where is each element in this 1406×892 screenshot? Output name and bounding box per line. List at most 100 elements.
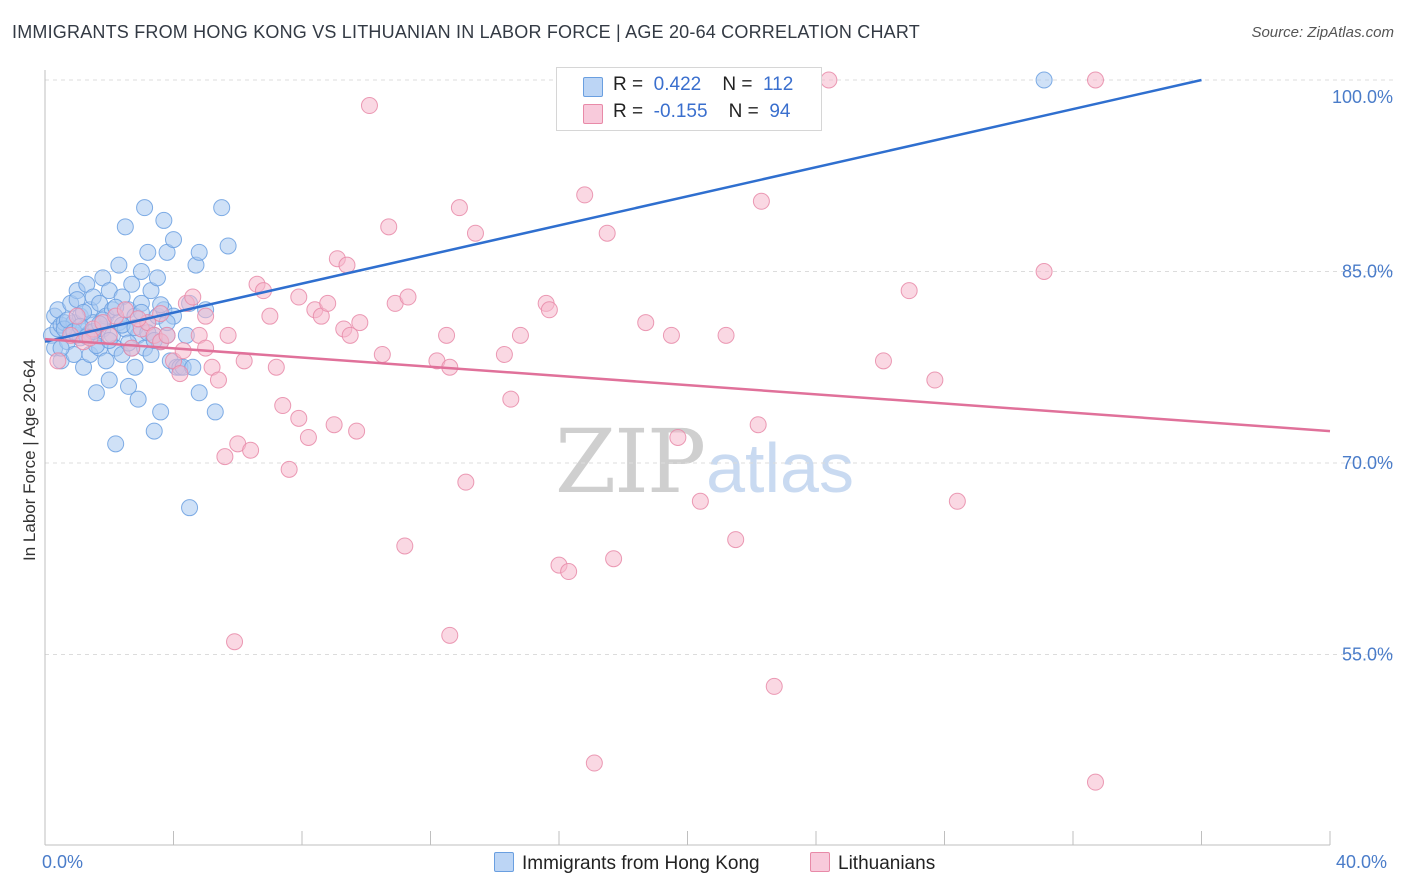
lithuanians-point <box>116 301 134 319</box>
lithuanians-point <box>1035 263 1053 280</box>
lithuanians-point <box>396 537 414 555</box>
lithuanians-point <box>1086 71 1104 89</box>
hong-kong-point <box>129 390 147 408</box>
legend-label-hong-kong: Immigrants from Hong Kong <box>522 853 760 874</box>
lithuanians-point <box>438 326 456 344</box>
lithuanians-point <box>1086 773 1104 791</box>
lithuanians-point <box>351 314 369 332</box>
hong-kong-point <box>126 358 144 376</box>
hong-kong-point <box>219 237 237 255</box>
lithuanians-point <box>100 326 118 344</box>
hong-kong-point <box>181 499 199 517</box>
hong-kong-r-value: 0.422 <box>653 74 702 95</box>
lithuanians-point <box>605 550 623 568</box>
hong-kong-point <box>213 199 231 217</box>
lithuanians-point <box>299 428 317 446</box>
lithuanians-point <box>560 563 578 581</box>
lithuanians-point <box>197 339 215 357</box>
lithuanians-point <box>123 339 141 357</box>
hong-kong-point <box>148 269 166 287</box>
lithuanians-point <box>749 416 767 434</box>
hong-kong-point <box>190 243 208 261</box>
hong-kong-point <box>100 371 118 389</box>
lithuanians-point <box>360 97 378 115</box>
lithuanians-point <box>948 492 966 510</box>
lithuanians-point <box>441 626 459 644</box>
hong-kong-point <box>152 403 170 421</box>
lithuanians-point <box>290 288 308 306</box>
hong-kong-point <box>145 422 163 440</box>
lithuanians-point <box>466 224 484 242</box>
lithuanians-point <box>874 352 892 370</box>
lithuanians-point <box>727 531 745 549</box>
lithuanians-point <box>820 71 838 89</box>
hong-kong-swatch <box>583 77 603 97</box>
lithuanians-point <box>49 352 67 370</box>
lithuanians-trend-line <box>44 337 1331 433</box>
legend-swatch-hong-kong <box>494 852 514 872</box>
lithuanians-point <box>216 448 234 466</box>
lithuanians-point <box>341 326 359 344</box>
r-label: R = <box>613 74 644 95</box>
lithuanians-point <box>171 365 189 383</box>
lithuanians-point <box>68 307 86 325</box>
lithuanians-point <box>373 345 391 363</box>
lithuanians-point <box>669 428 687 446</box>
lithuanians-point <box>765 677 783 695</box>
lithuanians-point <box>209 371 227 389</box>
lithuanians-point <box>637 314 655 332</box>
lithuanians-point <box>280 460 298 478</box>
lithuanians-point <box>457 473 475 491</box>
hong-kong-point <box>136 199 154 217</box>
lithuanians-point <box>691 492 709 510</box>
hong-kong-point <box>110 256 128 274</box>
hong-kong-n-value: 112 <box>763 74 794 95</box>
lithuanians-point <box>274 397 292 415</box>
lithuanians-point <box>226 633 244 651</box>
lithuanians-point <box>325 416 343 434</box>
lithuanians-point <box>319 294 337 312</box>
lithuanians-point <box>662 326 680 344</box>
hong-kong-point <box>97 352 115 370</box>
lithuanians-point <box>585 754 603 772</box>
legend-swatch-lithuanians <box>810 852 830 872</box>
hong-kong-point <box>206 403 224 421</box>
lithuanians-stats: R = -0.155 N = 94 <box>613 101 790 123</box>
watermark-atlas: atlas <box>706 429 854 507</box>
y-tick-label: 100.0% <box>1332 87 1393 107</box>
lithuanians-point <box>752 192 770 210</box>
hong-kong-stats: R = 0.422 N = 112 <box>613 74 793 96</box>
lithuanians-n-value: 94 <box>769 101 791 122</box>
source-credit: Source: ZipAtlas.com <box>1251 24 1394 41</box>
watermark: ZIPatlas <box>555 410 854 513</box>
x-tick-label-max: 40.0% <box>1336 852 1388 872</box>
lithuanians-point <box>242 441 260 459</box>
n-label: N = <box>722 74 753 95</box>
hong-kong-point <box>120 377 138 395</box>
n-label: N = <box>728 101 759 122</box>
lithuanians-point <box>495 345 513 363</box>
lithuanians-point <box>158 326 176 344</box>
lithuanians-point <box>338 256 356 274</box>
hong-kong-point <box>139 243 157 261</box>
hong-kong-point <box>1035 71 1053 89</box>
lithuanians-point <box>450 199 468 217</box>
lithuanians-point <box>184 288 202 306</box>
legend-label-lithuanians: Lithuanians <box>838 853 936 874</box>
hong-kong-point <box>87 384 105 402</box>
lithuanians-point <box>267 358 285 376</box>
lithuanians-point <box>598 224 616 242</box>
lithuanians-r-value: -0.155 <box>653 101 708 122</box>
lithuanians-point <box>348 422 366 440</box>
lithuanians-point <box>399 288 417 306</box>
legend-item-lithuanians: Lithuanians <box>810 852 935 875</box>
lithuanians-point <box>926 371 944 389</box>
hong-kong-point <box>116 218 134 236</box>
legend-item-hong-kong: Immigrants from Hong Kong <box>494 852 760 875</box>
lithuanians-point <box>219 326 237 344</box>
hong-kong-trend-line <box>44 78 1202 343</box>
hong-kong-point <box>190 384 208 402</box>
hong-kong-point <box>155 211 173 229</box>
lithuanians-point <box>576 186 594 204</box>
